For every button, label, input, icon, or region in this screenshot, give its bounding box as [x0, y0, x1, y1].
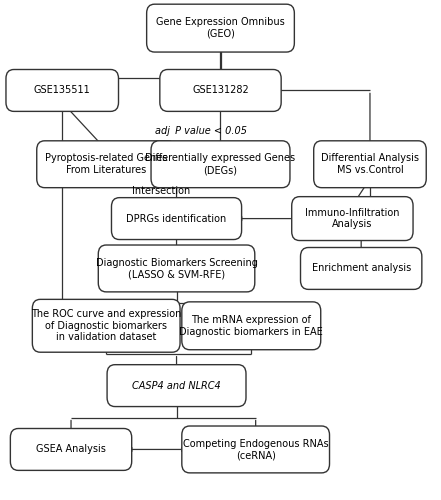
Text: DPRGs identification: DPRGs identification — [127, 214, 227, 224]
FancyBboxPatch shape — [37, 141, 176, 188]
Text: The ROC curve and expression
of Diagnostic biomarkers
in validation dataset: The ROC curve and expression of Diagnost… — [31, 309, 181, 342]
Text: Enrichment analysis: Enrichment analysis — [311, 264, 411, 274]
Text: Gene Expression Omnibus
(GEO): Gene Expression Omnibus (GEO) — [156, 18, 285, 39]
Text: GSE131282: GSE131282 — [192, 86, 249, 96]
Text: CASP4 and NLRC4: CASP4 and NLRC4 — [132, 380, 221, 390]
Text: GSEA Analysis: GSEA Analysis — [36, 444, 106, 454]
Text: Differentially expressed Genes
(DEGs): Differentially expressed Genes (DEGs) — [146, 154, 295, 175]
FancyBboxPatch shape — [182, 426, 329, 473]
Text: The mRNA expression of
Diagnostic biomarkers in EAE: The mRNA expression of Diagnostic biomar… — [179, 315, 323, 336]
FancyBboxPatch shape — [6, 70, 119, 112]
Text: Intersection: Intersection — [132, 186, 190, 196]
Text: adj  P value < 0.05: adj P value < 0.05 — [155, 126, 247, 136]
Text: Pyroptosis-related Genes
From Literatures: Pyroptosis-related Genes From Literature… — [45, 154, 168, 175]
FancyBboxPatch shape — [107, 364, 246, 406]
FancyBboxPatch shape — [112, 198, 242, 239]
FancyBboxPatch shape — [32, 300, 180, 352]
Text: Differential Analysis
MS vs.Control: Differential Analysis MS vs.Control — [321, 154, 419, 175]
FancyBboxPatch shape — [98, 245, 255, 292]
FancyBboxPatch shape — [300, 248, 422, 290]
Text: GSE135511: GSE135511 — [34, 86, 90, 96]
Text: Immuno-Infiltration
Analysis: Immuno-Infiltration Analysis — [305, 208, 400, 230]
FancyBboxPatch shape — [11, 428, 132, 470]
Text: Diagnostic Biomarkers Screening
(LASSO & SVM-RFE): Diagnostic Biomarkers Screening (LASSO &… — [96, 258, 258, 279]
Text: Competing Endogenous RNAs
(ceRNA): Competing Endogenous RNAs (ceRNA) — [183, 438, 329, 460]
FancyBboxPatch shape — [160, 70, 281, 112]
FancyBboxPatch shape — [147, 4, 294, 52]
FancyBboxPatch shape — [151, 141, 290, 188]
FancyBboxPatch shape — [182, 302, 321, 350]
FancyBboxPatch shape — [292, 196, 413, 240]
FancyBboxPatch shape — [314, 141, 426, 188]
